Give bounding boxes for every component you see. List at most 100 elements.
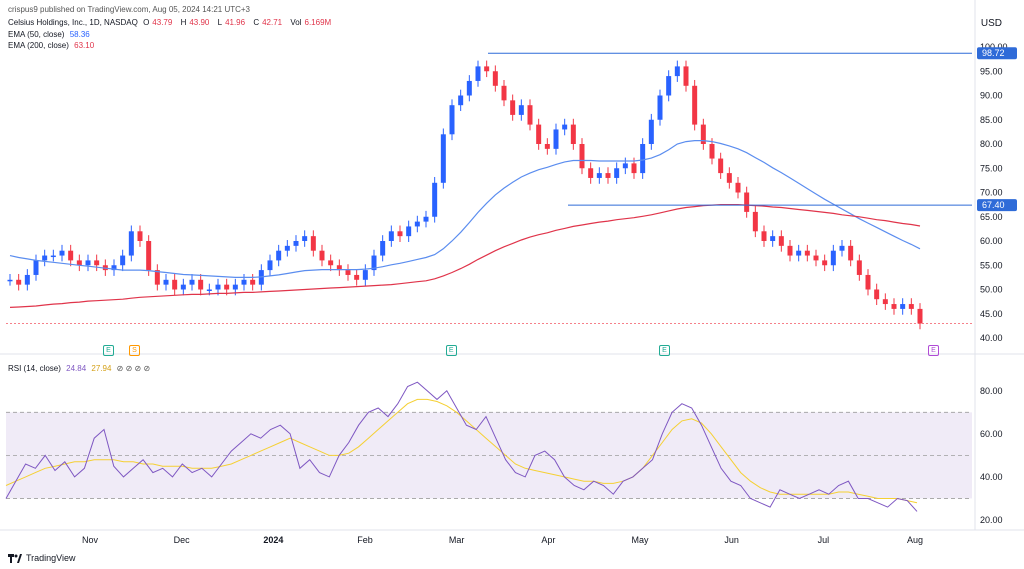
footer[interactable]: TradingView (8, 553, 76, 563)
candle-body (492, 71, 498, 86)
candle-body (865, 274, 871, 290)
open-value: 43.79 (152, 18, 173, 27)
price-tick-label: 75.00 (980, 163, 1003, 173)
candle-body (397, 231, 403, 237)
time-axis-label: Feb (357, 535, 373, 545)
candle-body (328, 260, 334, 266)
price-tick-label: 55.00 (980, 260, 1003, 270)
candle-body (562, 124, 568, 130)
candle-body (570, 124, 576, 144)
ema200-legend[interactable]: EMA (200, close) 63.10 (8, 41, 97, 50)
candle-body (605, 173, 611, 178)
event-badge[interactable]: E (103, 345, 114, 356)
candle-body (458, 95, 464, 106)
ema200-value: 63.10 (74, 41, 95, 50)
candle-body (796, 250, 802, 256)
time-axis-label: Jul (818, 535, 830, 545)
candle-body (666, 76, 672, 96)
candle-body (813, 255, 819, 261)
publisher-line: crispus9 published on TradingView.com, A… (8, 5, 253, 14)
candle-body (735, 182, 741, 193)
rsi-legend[interactable]: RSI (14, close) 24.84 27.94 ⊘ ⊘ ⊘ ⊘ (8, 364, 153, 373)
rsi-value: 24.84 (66, 364, 87, 373)
candle-body (232, 284, 238, 290)
price-level-tag (977, 199, 1017, 212)
event-badge[interactable]: S (129, 345, 140, 356)
candle-body (284, 245, 290, 251)
candle-body (336, 265, 342, 271)
candle-body (354, 274, 360, 280)
candle-body (484, 66, 490, 72)
event-badge[interactable]: E (445, 345, 457, 356)
candle-body (267, 260, 273, 271)
rsi-tick-label: 60.00 (980, 429, 1003, 439)
candle-body (588, 168, 594, 178)
candle-body (770, 236, 776, 241)
candle-body (180, 284, 186, 290)
candle-body (614, 168, 620, 178)
time-axis-label: 2024 (263, 535, 283, 545)
candle-body (787, 245, 793, 256)
candle-body (345, 270, 351, 275)
candle-body (24, 274, 30, 285)
event-badge[interactable]: E (659, 345, 670, 356)
event-badge[interactable]: E (928, 345, 939, 356)
candle-body (42, 255, 48, 261)
candle-body (475, 66, 481, 81)
candle-body (822, 260, 828, 266)
candle-body (293, 241, 299, 246)
currency-label: USD (980, 18, 1002, 29)
close-value: 42.71 (262, 18, 283, 27)
candle-body (85, 260, 91, 266)
candle-body (752, 211, 758, 232)
candle-body (224, 284, 230, 290)
candle-body (198, 279, 204, 290)
time-axis-label: Nov (82, 535, 99, 545)
ema200-label: EMA (200, close) (8, 41, 69, 50)
time-axis-label: Mar (449, 535, 465, 545)
candle-body (882, 299, 888, 305)
candle-body (830, 250, 836, 266)
rsi-tick-label: 40.00 (980, 472, 1003, 482)
price-tick-label: 60.00 (980, 236, 1003, 246)
rsi-tick-label: 80.00 (980, 386, 1003, 396)
ema50-legend[interactable]: EMA (50, close) 58.36 (8, 30, 93, 39)
candle-body (276, 250, 282, 261)
candle-body (726, 173, 732, 183)
candle-body (657, 95, 663, 120)
rsi-tick-label: 20.00 (980, 515, 1003, 525)
candle-body (622, 163, 628, 169)
footer-brand: TradingView (26, 553, 76, 563)
candle-body (371, 255, 377, 271)
ema200-line (9, 204, 921, 308)
price-tick-label: 95.00 (980, 66, 1003, 76)
price-tick-label: 85.00 (980, 115, 1003, 125)
candle-body (848, 245, 854, 261)
candle-body (16, 279, 22, 285)
candle-body (362, 270, 368, 280)
candle-body (319, 250, 325, 261)
rsi-extras: ⊘ ⊘ ⊘ ⊘ (116, 364, 151, 373)
symbol-label: Celsius Holdings, Inc., 1D, NASDAQ (8, 18, 138, 27)
rsi-line (5, 381, 918, 512)
candle-body (510, 100, 516, 115)
candle-body (449, 105, 455, 135)
candle-body (137, 231, 143, 241)
price-level-label: 67.40 (982, 200, 1005, 210)
candle-body (423, 216, 429, 222)
price-tick-label: 50.00 (980, 285, 1003, 295)
candle-body (536, 124, 542, 144)
candle-body (544, 144, 550, 149)
publisher-text: crispus9 published on TradingView.com, A… (8, 5, 251, 14)
candle-body (68, 250, 74, 261)
price-tick-label: 100.00 (980, 42, 1008, 52)
candle-body (648, 119, 654, 144)
candle-body (128, 231, 134, 256)
candle-body (466, 80, 472, 96)
candle-body (527, 105, 533, 125)
candle-body (388, 231, 394, 241)
price-level-label: 98.72 (982, 48, 1005, 58)
tradingview-logo-icon (8, 553, 22, 563)
candle-body (683, 66, 689, 86)
candle-body (154, 270, 160, 285)
